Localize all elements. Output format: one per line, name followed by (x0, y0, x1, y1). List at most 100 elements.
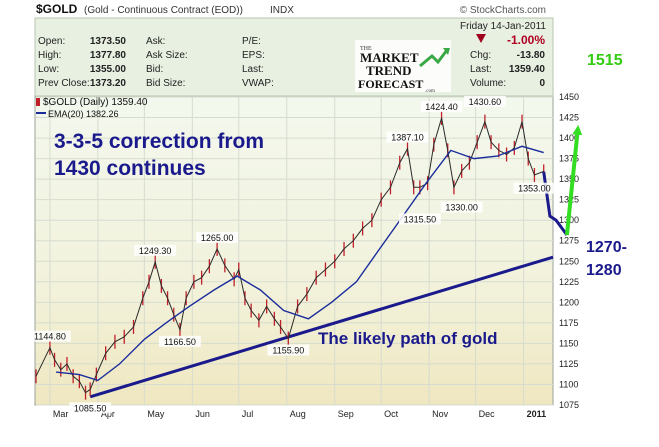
quote-right-group: P/E: EPS: Last: VWAP: (242, 36, 274, 89)
y-tick-label: 1250 (559, 256, 579, 266)
x-tick-label: Mar (53, 409, 69, 419)
x-tick-label: Dec (479, 409, 496, 419)
ema-line (56, 145, 544, 382)
price-label-bg (513, 182, 556, 194)
projection-decline (542, 171, 569, 236)
change-percent: -1.00% (507, 33, 545, 47)
series-layer (35, 111, 583, 400)
price-label-bg (29, 330, 71, 342)
svg-text:MARKET: MARKET (360, 50, 419, 65)
svg-text:.com: .com (425, 89, 435, 94)
quote-value: -13.80 (517, 50, 546, 61)
svg-text:$GOLD (Daily) 1359.40: $GOLD (Daily) 1359.40 (43, 97, 148, 108)
headline-line-2: 1430 continues (54, 157, 206, 180)
svg-text:FORECAST: FORECAST (358, 77, 423, 91)
price-label: 1353.00 (518, 184, 551, 194)
price-label-bg (69, 402, 112, 414)
quote-label: Ask Size: (146, 50, 188, 61)
price-label: 1249.30 (139, 246, 172, 256)
y-tick-label: 1425 (559, 113, 579, 123)
price-label: 1387.10 (391, 133, 424, 143)
projection-rally-arrow (564, 124, 583, 236)
quote-label: High: (38, 50, 61, 61)
price-line (35, 117, 544, 394)
price-label: 1155.90 (272, 346, 304, 356)
quote-date: Friday 14-Jan-2011 (460, 21, 546, 32)
quote-label: Chg: (470, 50, 491, 61)
quote-label: Low: (38, 64, 59, 75)
y-tick-label: 1400 (559, 133, 579, 143)
support-trendline (89, 255, 554, 399)
price-label: 1430.60 (469, 97, 502, 107)
quote-label: Volume: (470, 78, 506, 89)
price-label-bg (134, 244, 177, 256)
svg-text:TREND: TREND (366, 63, 412, 78)
chart-symbol: $GOLD (36, 2, 78, 16)
y-tick-label: 1175 (559, 318, 578, 328)
x-tick-label: Sep (338, 409, 354, 419)
quote-label: Prev Close: (38, 78, 90, 89)
market-trend-forecast-logo: THE MARKET TREND FORECAST .com (355, 40, 451, 94)
x-tick-label: 2011 (527, 409, 547, 419)
quote-value: 1377.80 (90, 50, 127, 61)
quote-value: 1355.00 (90, 64, 127, 75)
quote-label: VWAP: (242, 78, 274, 89)
likely-path-text: The likely path of gold (318, 329, 497, 348)
y-tick-label: 1450 (559, 92, 579, 102)
price-label: 1315.50 (404, 214, 437, 224)
quote-label: Ask: (146, 36, 165, 47)
price-label: 1265.00 (201, 233, 234, 243)
x-tick-label: May (147, 409, 165, 419)
header-band (34, 17, 554, 97)
y-tick-label: 1350 (559, 174, 579, 184)
price-label-bg (386, 131, 429, 143)
x-tick-label: Nov (432, 409, 449, 419)
quote-label: EPS: (242, 50, 265, 61)
quote-label: Last: (470, 64, 492, 75)
quote-value: 1359.40 (509, 64, 546, 75)
quote-left-group: Open: 1373.50 High: 1377.80 Low: 1355.00Prev … (38, 36, 126, 89)
quote-label: Bid: (146, 64, 163, 75)
y-tick-label: 1375 (559, 154, 579, 164)
x-tick-label: Jun (195, 409, 210, 419)
svg-text:EMA(20) 1382.26: EMA(20) 1382.26 (48, 109, 119, 119)
x-axis-labels: Mar Apr May Jun Jul Aug Sep Oct Nov Dec 2011 (53, 409, 546, 419)
y-tick-label: 1100 (559, 379, 578, 389)
chart-description: (Gold - Continuous Contract (EOD)) (84, 5, 243, 16)
quote-label: Last: (242, 64, 264, 75)
price-label-bg (420, 101, 463, 113)
price-label: 1424.40 (425, 102, 458, 112)
quote-label: Open: (38, 36, 65, 47)
price-label-bg (440, 201, 483, 213)
watermark: © StockCharts.com (460, 5, 546, 16)
x-tick-label: Oct (384, 409, 399, 419)
quote-label: Bid Size: (146, 78, 185, 89)
chart-exchange: INDX (270, 5, 294, 16)
price-label-bg (398, 213, 441, 225)
price-legend: $GOLD (Daily) 1359.40 EMA(20) 1382.26 (36, 97, 148, 119)
price-label: 1166.50 (164, 337, 196, 347)
y-tick-label: 1275 (559, 236, 579, 246)
quote-value: 1373.20 (90, 78, 127, 89)
quote-value: 0 (539, 78, 545, 89)
y-tick-label: 1125 (559, 359, 578, 369)
y-tick-label: 1150 (559, 338, 578, 348)
support-zone-line-1: 1270- (586, 239, 627, 256)
price-label-bg (463, 95, 506, 107)
x-tick-label: Aug (290, 409, 306, 419)
price-label: 1144.80 (34, 332, 66, 342)
y-tick-label: 1225 (559, 277, 579, 287)
quote-mid-group: Ask: Ask Size: Bid: Bid Size: (146, 36, 188, 89)
price-label-bg (159, 335, 201, 347)
quote-label: P/E: (242, 36, 261, 47)
x-tick-label: Apr (101, 409, 115, 419)
price-label: 1330.00 (445, 203, 478, 213)
y-tick-label: 1075 (559, 400, 579, 410)
price-label-bg (267, 344, 310, 356)
svg-text:THE: THE (360, 46, 372, 52)
y-tick-label: 1200 (559, 297, 579, 307)
price-label: 1085.50 (74, 403, 107, 413)
